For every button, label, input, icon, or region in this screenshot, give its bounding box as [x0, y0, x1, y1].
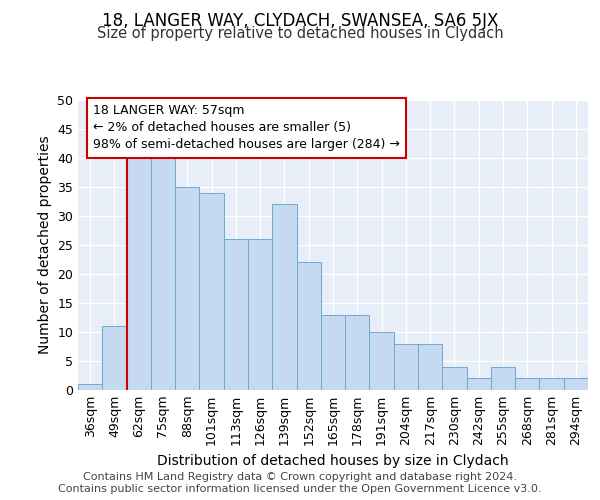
Bar	[539, 378, 564, 390]
Bar	[418, 344, 442, 390]
Bar	[345, 314, 370, 390]
Text: Contains public sector information licensed under the Open Government Licence v3: Contains public sector information licen…	[58, 484, 542, 494]
Bar	[272, 204, 296, 390]
Bar	[102, 326, 127, 390]
Bar	[151, 152, 175, 390]
Bar	[442, 367, 467, 390]
Bar	[127, 152, 151, 390]
Text: 18, LANGER WAY, CLYDACH, SWANSEA, SA6 5JX: 18, LANGER WAY, CLYDACH, SWANSEA, SA6 5J…	[102, 12, 498, 30]
Bar	[515, 378, 539, 390]
Bar	[248, 239, 272, 390]
Text: Size of property relative to detached houses in Clydach: Size of property relative to detached ho…	[97, 26, 503, 41]
Bar	[564, 378, 588, 390]
Text: Contains HM Land Registry data © Crown copyright and database right 2024.: Contains HM Land Registry data © Crown c…	[83, 472, 517, 482]
Text: 18 LANGER WAY: 57sqm
← 2% of detached houses are smaller (5)
98% of semi-detache: 18 LANGER WAY: 57sqm ← 2% of detached ho…	[94, 104, 400, 152]
Bar	[394, 344, 418, 390]
Bar	[175, 187, 199, 390]
Bar	[78, 384, 102, 390]
Bar	[224, 239, 248, 390]
Bar	[370, 332, 394, 390]
Bar	[296, 262, 321, 390]
X-axis label: Distribution of detached houses by size in Clydach: Distribution of detached houses by size …	[157, 454, 509, 468]
Bar	[491, 367, 515, 390]
Bar	[467, 378, 491, 390]
Bar	[321, 314, 345, 390]
Bar	[199, 193, 224, 390]
Y-axis label: Number of detached properties: Number of detached properties	[38, 136, 52, 354]
